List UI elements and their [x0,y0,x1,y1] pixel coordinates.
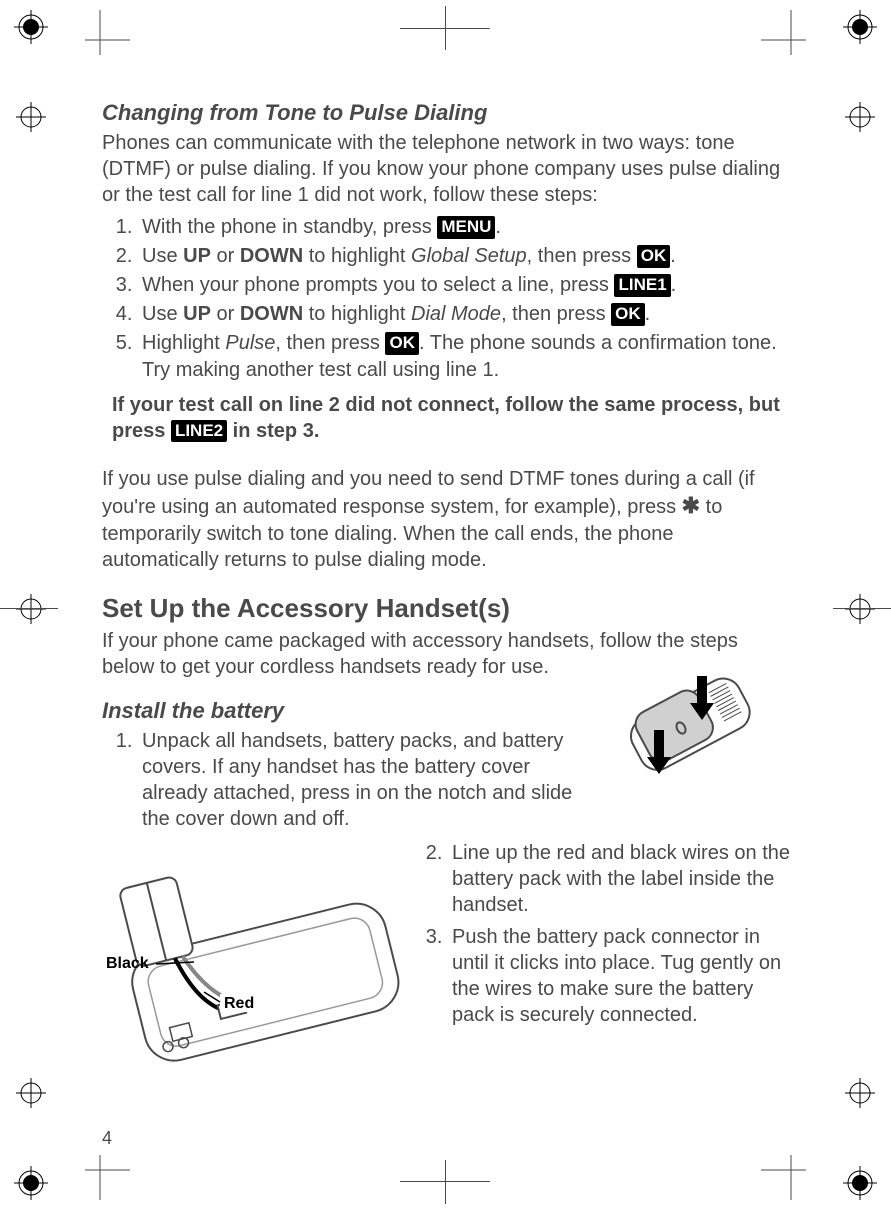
step5-b: , then press [275,332,385,354]
steps-list-1: With the phone in standby, press MENU. U… [102,214,792,384]
global-setup-label: Global Setup [411,245,527,267]
step4-b: to highlight [303,303,411,325]
step-1: With the phone in standby, press MENU. [138,214,792,241]
crop-mark-icon [70,1140,130,1200]
svg-text:Black: Black [106,955,149,972]
registration-mark-icon [843,10,877,44]
step2-b: to highlight [303,245,411,267]
heading-install-battery: Install the battery [102,698,586,724]
battery-step-3: Push the battery pack connector in until… [448,924,792,1028]
step4-or: or [211,303,240,325]
registration-mark-icon [14,100,48,134]
step2-c: , then press [527,245,637,267]
up-key: UP [183,245,211,267]
para2-a: If you use pulse dialing and you need to… [102,468,755,518]
bold-note: If your test call on line 2 did not conn… [112,392,792,444]
line1-button-label: LINE1 [614,274,670,297]
registration-mark-icon [14,1076,48,1110]
battery-step-2: Line up the red and black wires on the b… [448,840,792,918]
registration-mark-icon [843,100,877,134]
registration-mark-icon [843,1076,877,1110]
down-key-2: DOWN [240,303,303,325]
handset-cover-illustration [592,668,792,808]
tick-mark [445,6,446,50]
ok-button-label-3: OK [385,332,419,355]
step-4: Use UP or DOWN to highlight Dial Mode, t… [138,301,792,328]
star-key: ✱ [682,493,700,518]
svg-text:Red: Red [224,995,254,1012]
step3-b: . [671,274,677,296]
heading-tone-pulse: Changing from Tone to Pulse Dialing [102,100,792,126]
ok-button-label-2: OK [611,303,645,326]
step4-c: , then press [501,303,611,325]
heading-accessory-handsets: Set Up the Accessory Handset(s) [102,593,792,624]
step5-a: Highlight [142,332,225,354]
section-install-battery: Install the battery Unpack all handsets,… [102,698,792,1070]
registration-mark-icon [14,592,48,626]
step-5: Highlight Pulse, then press OK. The phon… [138,330,792,384]
pulse-dtmf-para: If you use pulse dialing and you need to… [102,466,792,573]
intro-para: Phones can communicate with the telephon… [102,130,792,208]
menu-button-label: MENU [437,216,495,239]
battery-steps-2: Line up the red and black wires on the b… [412,840,792,1028]
down-key: DOWN [240,245,303,267]
crop-mark-icon [70,10,130,70]
tick-mark [0,608,58,609]
pulse-label: Pulse [225,332,275,354]
up-key-2: UP [183,303,211,325]
step2-or: or [211,245,240,267]
dial-mode-label: Dial Mode [411,303,501,325]
step2-d: . [670,245,676,267]
registration-mark-icon [843,592,877,626]
step1-text-b: . [495,216,501,238]
crop-mark-icon [761,1140,821,1200]
battery-steps-1: Unpack all handsets, battery packs, and … [102,728,586,832]
step4-a: Use [142,303,183,325]
ok-button-label-1: OK [637,245,671,268]
page-content: Changing from Tone to Pulse Dialing Phon… [102,100,792,1070]
registration-mark-icon [14,1166,48,1200]
note-b: in step 3. [227,420,319,442]
battery-wires-illustration: Black Red Red [102,840,402,1070]
registration-mark-icon [843,1166,877,1200]
step3-a: When your phone prompts you to select a … [142,274,614,296]
step1-text-a: With the phone in standby, press [142,216,437,238]
step2-a: Use [142,245,183,267]
registration-mark-icon [14,10,48,44]
line2-button-label: LINE2 [171,420,227,442]
crop-mark-icon [761,10,821,70]
step-2: Use UP or DOWN to highlight Global Setup… [138,243,792,270]
step-3: When your phone prompts you to select a … [138,272,792,299]
tick-mark [445,1160,446,1204]
tick-mark [833,608,891,609]
step4-d: . [645,303,651,325]
battery-step-1: Unpack all handsets, battery packs, and … [138,728,586,832]
